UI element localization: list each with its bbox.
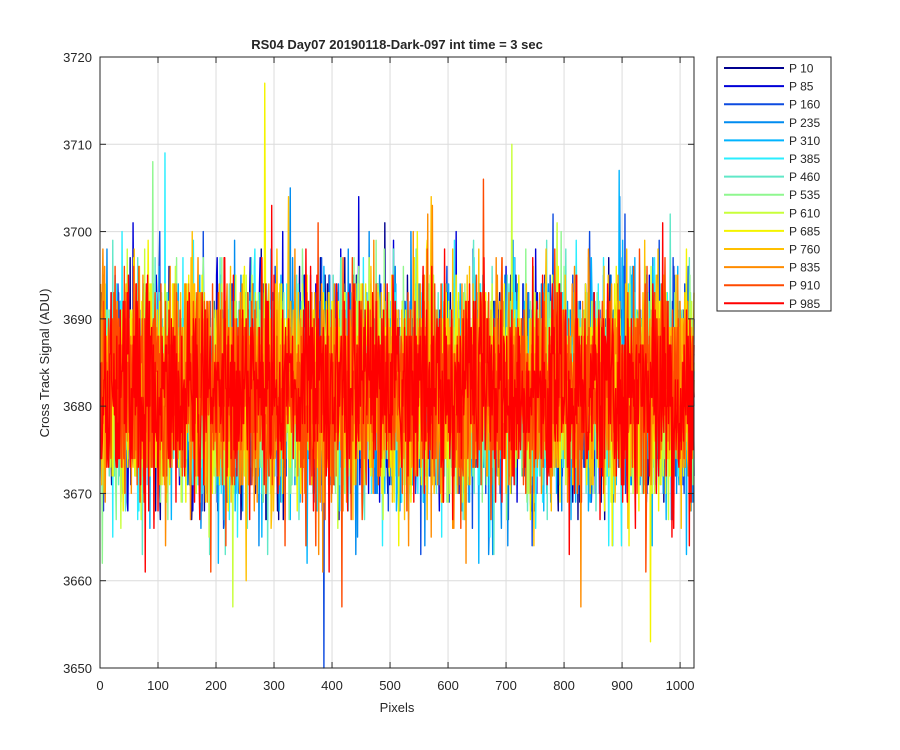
y-tick-label: 3720	[63, 50, 92, 65]
legend-box	[716, 56, 832, 312]
x-tick-label: 500	[379, 678, 401, 693]
x-tick-labels: 0 100 200 300 400 500 600 700 800 900 1000	[96, 678, 694, 693]
x-tick-label: 1000	[666, 678, 695, 693]
legend-entry-label: P 235	[789, 116, 820, 130]
y-tick-label: 3670	[63, 486, 92, 501]
x-tick-label: 200	[205, 678, 227, 693]
legend-entry-label: P 685	[789, 224, 820, 238]
legend-entry-label: P 985	[789, 297, 820, 311]
x-tick-label: 100	[147, 678, 169, 693]
legend-entry-label: P 910	[789, 279, 820, 293]
x-tick-label: 900	[611, 678, 633, 693]
legend-entry-label: P 760	[789, 243, 820, 257]
series-line	[99, 204, 695, 573]
y-tick-label: 3690	[63, 312, 92, 327]
axis-ticks	[99, 56, 694, 669]
y-axis-label: Cross Track Signal (ADU)	[37, 289, 52, 438]
series-line	[100, 178, 695, 608]
chart-title: RS04 Day07 20190118-Dark-097 int time = …	[251, 37, 543, 52]
plot-frame	[99, 56, 695, 669]
y-tick-label: 3710	[63, 137, 92, 152]
y-tick-labels: 3650 3660 3670 3680 3690 3700 3710 3720	[63, 50, 92, 676]
legend-entry-label: P 10	[789, 62, 814, 76]
legend-entry-label: P 310	[789, 134, 820, 148]
legend: P 10 P 85 P 160 P 235 P 310 P 385 P 460 P 535 P …	[716, 56, 832, 312]
legend-entry-label: P 460	[789, 170, 820, 184]
y-tick-label: 3680	[63, 399, 92, 414]
x-axis-label: Pixels	[380, 700, 415, 715]
legend-entry-label: P 535	[789, 188, 820, 202]
legend-entry-label: P 835	[789, 261, 820, 275]
x-tick-label: 300	[263, 678, 285, 693]
legend-entry-label: P 385	[789, 152, 820, 166]
x-tick-label: 600	[437, 678, 459, 693]
series-lines	[99, 82, 695, 669]
y-tick-label: 3700	[63, 225, 92, 240]
x-tick-label: 800	[553, 678, 575, 693]
legend-entry-label: P 610	[789, 206, 820, 220]
y-tick-label: 3650	[63, 661, 92, 676]
x-tick-label: 400	[321, 678, 343, 693]
x-tick-label: 0	[96, 678, 103, 693]
y-tick-label: 3660	[63, 574, 92, 589]
legend-entry-label: P 85	[789, 80, 814, 94]
legend-entry-label: P 160	[789, 98, 820, 112]
x-tick-label: 700	[495, 678, 517, 693]
